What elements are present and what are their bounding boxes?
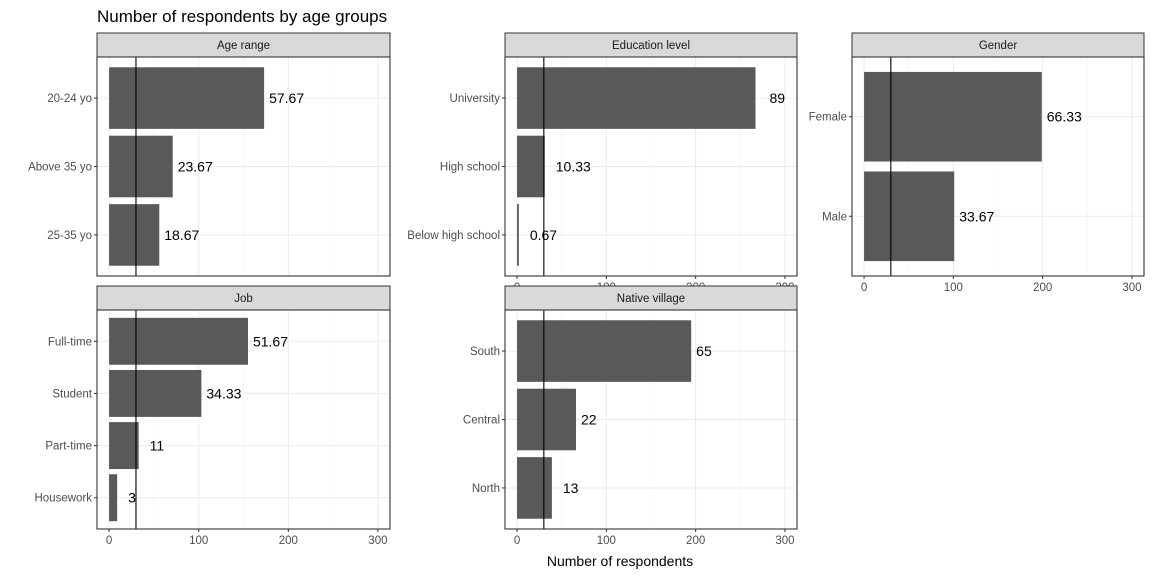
category-label: Part-time [45,441,92,453]
value-label: 33.67 [959,208,994,224]
bar [517,320,692,382]
x-tick-label: 200 [279,535,298,547]
value-label: 51.67 [253,333,288,349]
bar [109,317,248,365]
facet-strip-label: Job [234,293,253,305]
category-label: University [450,93,501,105]
category-label: Above 35 yo [28,162,92,174]
facet-strip [96,32,391,58]
category-label: Female [809,112,847,124]
category-label: 25-35 yo [47,230,92,242]
value-label: 89 [769,90,785,106]
chart-title: Number of respondents by age groups [97,7,387,26]
facet-strip-label: Native village [617,293,685,305]
panel-border [96,56,391,277]
panel-job: Job 51.67 Full-time 34.33 Student 11 Part-time… [34,285,391,547]
facet-strip [851,32,1145,58]
category-label: North [472,483,500,495]
category-label: 20-24 yo [47,93,92,105]
bar [109,135,173,198]
bar [517,204,519,266]
panel-border [96,309,391,530]
category-label: Student [52,388,92,400]
x-tick-label: 300 [775,535,794,547]
category-label: Below high school [407,230,500,242]
facet-strip [504,32,798,58]
value-label: 3 [128,490,136,506]
category-label: Housework [34,493,92,505]
bar [517,388,576,451]
value-label: 18.67 [164,227,199,243]
bar [517,135,545,198]
category-label: High school [440,162,500,174]
x-axis-label: Number of respondents [547,553,693,569]
bar [864,71,1042,162]
bar [517,67,756,129]
category-label: Male [822,211,847,223]
panel-education-level: Education level 89 University 10.33 High sch… [407,32,798,294]
facet-strip [96,285,391,311]
panel-native-village: Native village 65 South 22 Central 13 North 0 10… [463,285,798,547]
panel-border [504,56,798,277]
value-label: 22 [581,412,597,428]
category-label: Central [463,415,500,427]
bar [864,171,955,262]
x-tick-label: 0 [106,535,112,547]
facet-strip-label: Gender [979,40,1018,52]
value-label: 65 [696,343,712,359]
panels-group: Age range 57.67 20-24 yo 23.67 Above 35 yo 18… [28,32,1145,547]
value-label: 13 [563,480,579,496]
x-tick-label: 0 [514,535,520,547]
value-label: 11 [150,438,165,454]
panel-border [504,309,798,530]
panel-border [851,56,1145,277]
x-tick-label: 0 [861,282,867,294]
value-label: 66.33 [1047,109,1082,125]
bar [109,474,118,522]
bar [109,422,139,470]
bar [109,204,160,266]
facet-strip-label: Education level [612,40,690,52]
value-label: 34.33 [206,385,241,401]
x-tick-label: 200 [1033,282,1052,294]
facet-strip [504,285,798,311]
x-tick-label: 100 [189,535,208,547]
bar [109,67,265,129]
x-tick-label: 100 [944,282,963,294]
facet-strip-label: Age range [217,40,270,52]
panel-gender: Gender 66.33 Female 33.67 Male 0 100 200 300 [809,32,1145,294]
value-label: 10.33 [556,159,591,175]
value-label: 23.67 [178,159,213,175]
category-label: South [470,346,500,358]
x-tick-label: 100 [597,535,616,547]
category-label: Full-time [48,336,92,348]
x-tick-label: 300 [1122,282,1141,294]
panel-age-range: Age range 57.67 20-24 yo 23.67 Above 35 yo 18… [28,32,391,277]
bar [517,457,552,519]
x-tick-label: 300 [368,535,387,547]
x-tick-label: 200 [686,535,705,547]
bar [109,369,202,417]
value-label: 57.67 [269,90,304,106]
